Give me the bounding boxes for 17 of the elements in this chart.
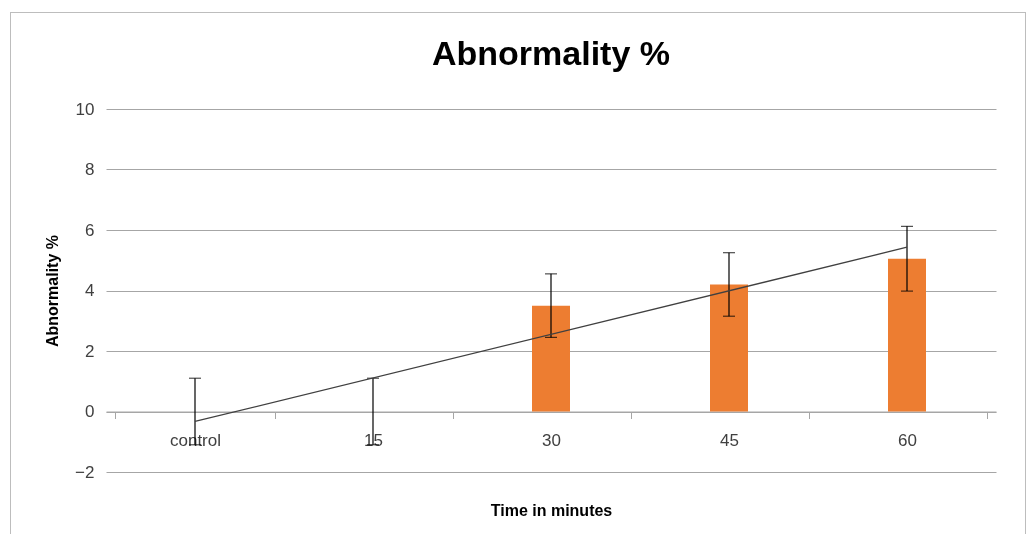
chart-title: Abnormality % bbox=[431, 34, 671, 72]
y-tick-label: −2 bbox=[75, 462, 95, 482]
y-tick-label: 0 bbox=[85, 402, 95, 421]
x-tick-label: 60 bbox=[898, 431, 917, 450]
bar bbox=[888, 258, 926, 412]
y-tick-label: 2 bbox=[85, 341, 95, 361]
bar bbox=[710, 284, 748, 412]
y-tick-label: 4 bbox=[85, 281, 95, 300]
bar bbox=[532, 305, 570, 412]
y-tick-label: 6 bbox=[85, 220, 95, 240]
y-tick-label: 8 bbox=[85, 160, 95, 179]
x-axis-title: Time in minutes bbox=[490, 501, 613, 519]
y-axis-title: Abnormality % bbox=[44, 234, 62, 348]
x-tick-label: 45 bbox=[720, 431, 739, 450]
x-tick-label: 30 bbox=[542, 431, 561, 450]
y-tick-label: 10 bbox=[75, 99, 95, 119]
x-tick-label: control bbox=[169, 431, 222, 450]
